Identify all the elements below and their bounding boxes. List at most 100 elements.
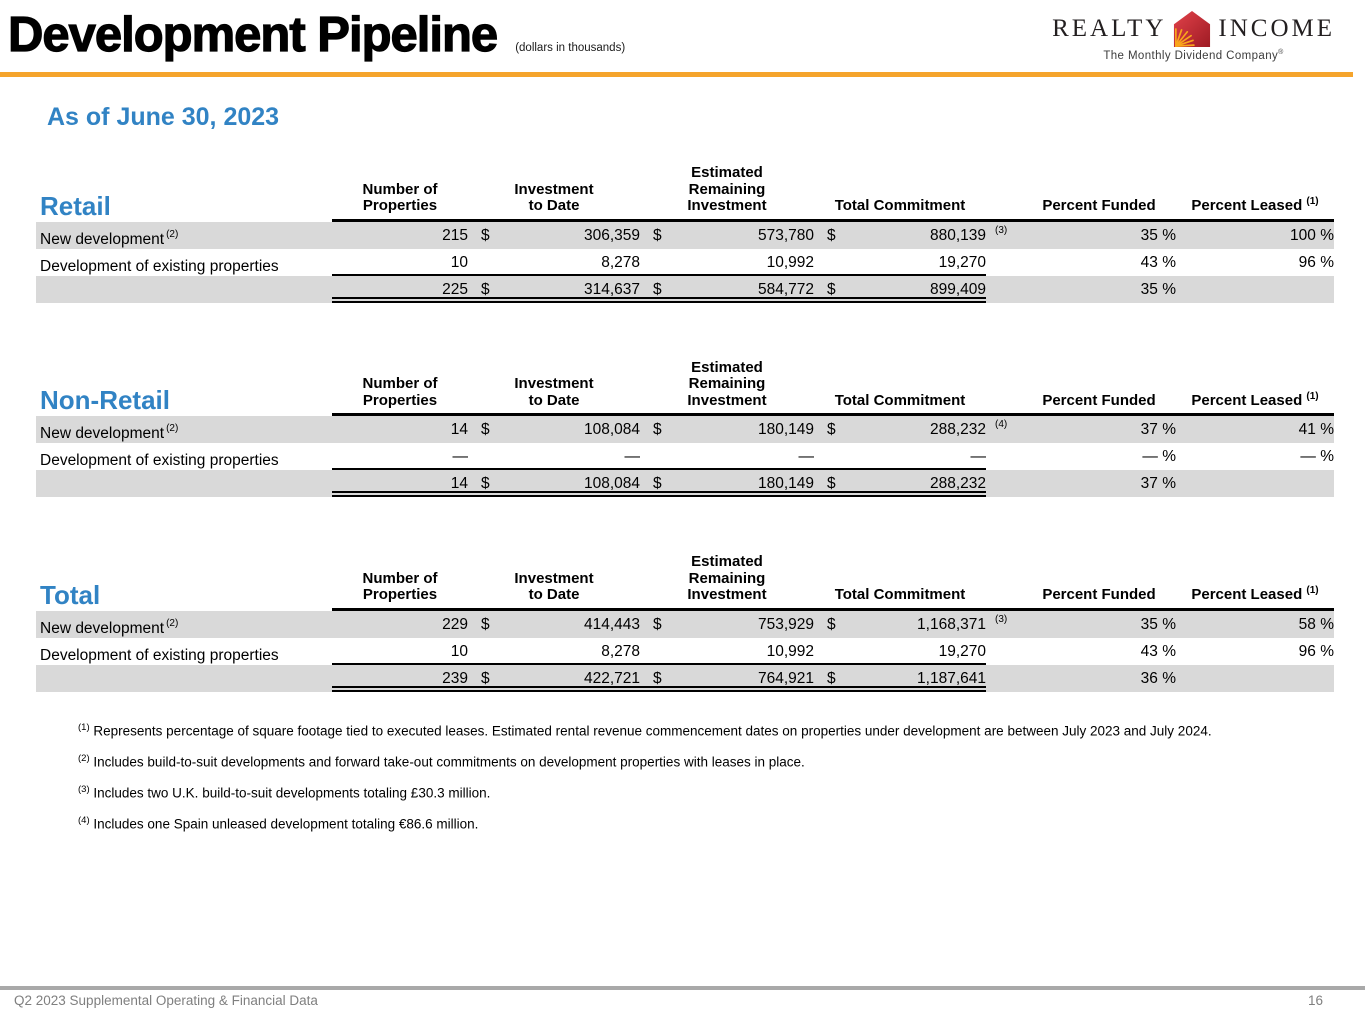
cell-percent-funded: 43 % [1140,642,1176,660]
header-line: Investment [687,197,767,214]
cell-investment-to-date: 108,084 [500,470,640,497]
footnote-1: (1) Represents percentage of square foot… [78,721,1212,739]
cell-dollar-sign: $ [814,416,846,443]
cell-dollar-sign: $ [468,275,500,303]
cell-dollar-sign: $ [640,610,672,638]
logo-tagline: The Monthly Dividend Company® [1103,49,1284,62]
row-label [36,470,332,497]
cell-dollar-sign: $ [814,610,846,638]
content: Retail Number of Properties Investment t… [0,164,1365,832]
col-header-investment-to-date: Investment to Date [468,375,640,416]
row-label: New development (2) [36,221,332,249]
col-header-estimated-remaining-investment: Estimated Remaining Investment [640,553,814,611]
col-header-total-commitment: Total Commitment [814,586,986,611]
cell-dollar-sign: $ [814,221,846,249]
col-header-number-of-properties: Number of Properties [332,375,468,416]
cell-estimated-remaining: — [672,443,814,470]
cell-percent-funded: 35 % [1022,221,1176,249]
cell-percent-leased: 41 % [1176,416,1334,443]
footnote-4: (4) Includes one Spain unleased developm… [78,814,479,832]
cell-dollar-sign: $ [468,416,500,443]
cell-total-commitment: 19,270 [846,638,986,665]
row-label: New development (2) [36,416,332,443]
cell-dollar-sign: $ [640,275,672,303]
cell-estimated-remaining: 10,992 [672,638,814,665]
cell-dollar-sign: $ [814,664,846,692]
cell-percent-leased [1176,664,1334,692]
row-label: New development (2) [36,610,332,638]
cell-footnote-marker [986,638,1022,665]
cell-percent-funded: 35 % [1022,610,1176,638]
cell-total-commitment: 1,168,371 [846,610,986,638]
header-line: Estimated [691,164,763,181]
cell-dollar-sign: $ [640,221,672,249]
col-header-percent-leased: Percent Leased (1) [1176,194,1334,222]
cell-total-commitment: 880,139 [846,221,986,249]
col-header-spacer [986,215,1022,222]
cell-investment-to-date: 8,278 [500,249,640,276]
col-header-number-of-properties: Number of Properties [332,570,468,611]
cell-dollar-sign [814,249,846,276]
cell-percent-leased: 96 % [1298,253,1334,271]
footnote-ref: (2) [166,228,179,240]
cell-number-of-properties: 14 [332,416,468,443]
cell-dollar-sign [468,638,500,665]
header-line: Properties [362,197,438,214]
cell-percent-funded: 37 % [1022,470,1176,497]
cell-dollar-sign: $ [468,221,500,249]
cell-investment-to-date: 8,278 [500,638,640,665]
row-label [36,275,332,303]
col-header-percent-leased: Percent Leased (1) [1176,389,1334,416]
cell-dollar-sign [640,249,672,276]
col-header-investment-to-date: Investment to Date [468,181,640,222]
cell-percent-leased [1176,470,1334,497]
cell-estimated-remaining: 764,921 [672,664,814,692]
col-header-percent-funded: Percent Funded [1022,392,1176,416]
cell-dollar-sign: $ [468,664,500,692]
cell-dollar-sign: $ [640,664,672,692]
col-header-percent-funded: Percent Funded [1022,197,1176,222]
cell-footnote-marker: (4) [986,416,1022,443]
cell-percent-leased: 100 % [1176,221,1334,249]
registered-mark: ® [1278,49,1284,56]
cell-percent-funded: 43 % [1140,253,1176,271]
cell-percent-leased: 58 % [1176,610,1334,638]
footer-document-title: Q2 2023 Supplemental Operating & Financi… [14,993,318,1008]
footer-page-number: 16 [1307,993,1323,1008]
col-header-number-of-properties: Number of Properties [332,181,468,222]
row-label: Development of existing properties [40,257,279,275]
cell-estimated-remaining: 584,772 [672,275,814,303]
cell-percent-leased: 96 % [1298,642,1334,660]
cell-investment-to-date: 422,721 [500,664,640,692]
cell-percent-funded: — % [1142,448,1176,465]
non-retail-section-title: Non-Retail [40,385,170,415]
cell-dollar-sign [640,443,672,470]
cell-dollar-sign: $ [468,470,500,497]
cell-percent-funded: 37 % [1022,416,1176,443]
header-accent-rule [0,72,1353,77]
cell-number-of-properties: 225 [332,275,468,303]
footnote-2: (2) Includes build-to-suit developments … [78,752,805,770]
cell-total-commitment: 19,270 [846,249,986,276]
footnote-ref: (1) [1306,196,1319,207]
col-header-total-commitment: Total Commitment [814,392,986,416]
as-of-date: As of June 30, 2023 [47,103,280,131]
units-note: (dollars in thousands) [515,42,626,54]
cell-total-commitment: 899,409 [846,275,986,303]
row-label: Development of existing properties [40,452,279,470]
non-retail-table: Non-Retail Number of Properties Investme… [36,359,1334,497]
cell-investment-to-date: 314,637 [500,275,640,303]
cell-total-commitment: 288,232 [846,416,986,443]
cell-footnote-marker [986,470,1022,497]
cell-dollar-sign [640,638,672,665]
retail-section-title: Retail [40,190,111,221]
cell-investment-to-date: 414,443 [500,610,640,638]
cell-footnote-marker [986,249,1022,276]
cell-footnote-marker: (3) [986,221,1022,249]
page-title: Development Pipeline [7,7,498,62]
cell-dollar-sign: $ [640,470,672,497]
cell-estimated-remaining: 573,780 [672,221,814,249]
cell-dollar-sign [814,638,846,665]
col-header-percent-funded: Percent Funded [1022,586,1176,611]
header-line: to Date [528,197,580,214]
